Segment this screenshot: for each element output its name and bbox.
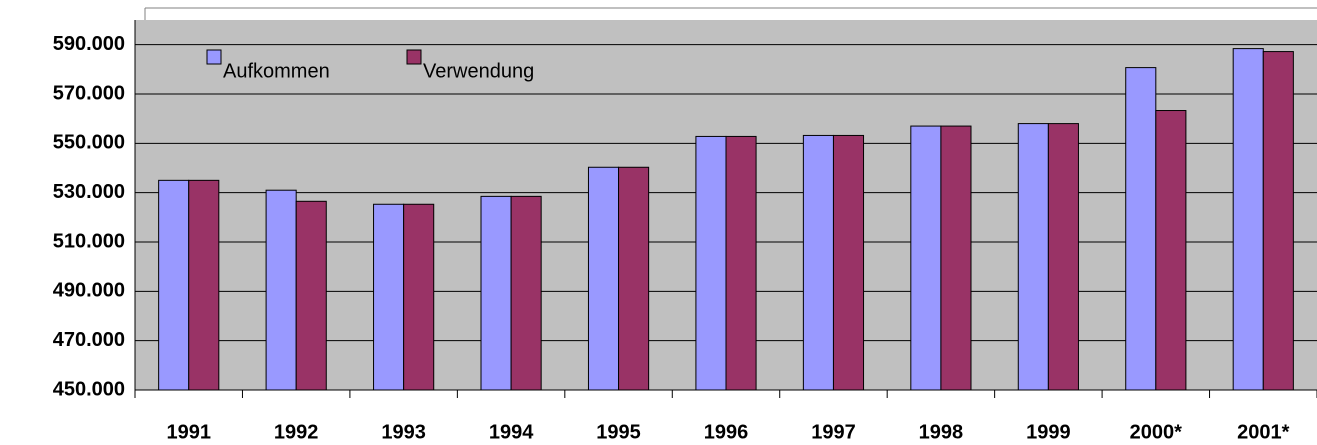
bar (265, 189, 297, 391)
bar (373, 203, 405, 391)
x-tick-label: 1996 (704, 421, 749, 443)
bar (1017, 123, 1049, 391)
y-tick-label: 510.000 (53, 230, 125, 252)
x-tick-label: 1999 (1026, 421, 1071, 443)
bar (587, 166, 620, 391)
bar (188, 179, 220, 391)
y-tick-label: 590.000 (53, 33, 125, 55)
x-tick-label: 1993 (381, 421, 426, 443)
x-tick-label: 1992 (274, 421, 319, 443)
bar (618, 166, 650, 391)
x-tick-label: 1991 (166, 421, 211, 443)
x-tick-label: 2001* (1237, 421, 1289, 443)
x-tick-label: 1994 (489, 421, 534, 443)
x-tick-label: 1998 (919, 421, 964, 443)
y-tick-label: 530.000 (53, 181, 125, 203)
bar (1155, 110, 1187, 391)
bar (1262, 51, 1294, 391)
bar (910, 125, 942, 391)
x-tick-label: 2000* (1130, 421, 1182, 443)
bar (725, 135, 757, 391)
y-tick-label: 470.000 (53, 329, 125, 351)
x-tick-label: 1997 (811, 421, 856, 443)
legend-swatch (406, 49, 422, 65)
legend-label: Aufkommen (223, 60, 330, 82)
x-tick-label: 1995 (596, 421, 641, 443)
bar (695, 135, 727, 391)
bar (158, 179, 190, 391)
y-tick-label: 450.000 (53, 378, 125, 400)
legend-label: Verwendung (423, 60, 534, 82)
bar (832, 134, 865, 391)
bar (510, 195, 542, 391)
bar (480, 195, 512, 391)
bar (1125, 67, 1157, 391)
bar (1047, 123, 1079, 391)
y-tick-label: 490.000 (53, 280, 125, 302)
legend-swatch (206, 49, 222, 65)
y-tick-label: 570.000 (53, 82, 125, 104)
bar (940, 125, 972, 391)
bar (802, 134, 834, 391)
bar (403, 203, 435, 391)
bar (1232, 48, 1264, 391)
bar (295, 200, 327, 391)
y-tick-label: 550.000 (53, 132, 125, 154)
